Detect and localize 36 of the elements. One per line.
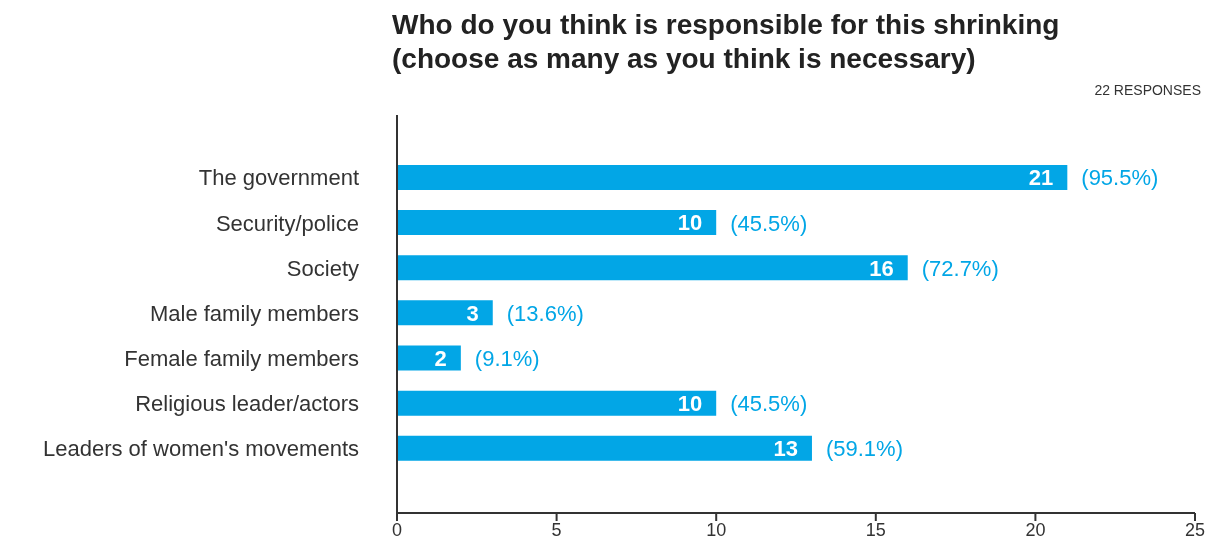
y-tick-label: Female family members	[124, 345, 359, 371]
annotation: (95.5%)	[1081, 165, 1159, 191]
y-tick-label: Leaders of women's movements	[42, 436, 359, 462]
data-label: 13	[773, 436, 798, 462]
text: 22 RESPONSES	[1094, 82, 1201, 98]
y-tick-label: Society	[286, 255, 359, 281]
bar	[397, 255, 908, 281]
x-tick-label: 15	[865, 519, 886, 540]
x-tick-label: 5	[551, 519, 562, 540]
annotation: (13.6%)	[506, 300, 584, 326]
y-tick-label: Male family members	[149, 300, 359, 326]
annotation: (59.1%)	[825, 436, 904, 462]
y-tick-label: The government	[198, 165, 359, 191]
data-label: 10	[677, 390, 703, 416]
annotation: (45.5%)	[730, 391, 808, 417]
data-label: 16	[869, 255, 894, 281]
data-label: 10	[677, 210, 703, 236]
x-tick-label: 20	[1025, 519, 1046, 540]
annotation: (9.1%)	[474, 345, 540, 371]
y-tick-label: Religious leader/actors	[135, 391, 359, 417]
bar	[397, 435, 812, 461]
chart-title: Who do you think is responsible for this shrinking (choose as many as you think is necessary)	[392, 8, 1061, 76]
data-label: 3	[466, 300, 479, 326]
data-label: 2	[434, 345, 447, 371]
bar	[397, 300, 493, 326]
annotation: (72.7%)	[921, 255, 999, 281]
x-tick-label: 10	[706, 519, 727, 540]
bar	[397, 164, 1068, 190]
bar	[397, 390, 717, 416]
annotation: (45.5%)	[730, 210, 808, 236]
bar	[397, 345, 461, 371]
data-label: 21	[1028, 165, 1054, 191]
y-tick-label: Security/police	[215, 210, 359, 236]
x-tick-label: 25	[1184, 519, 1206, 540]
bar	[397, 210, 717, 236]
x-tick-label: 0	[391, 519, 403, 540]
